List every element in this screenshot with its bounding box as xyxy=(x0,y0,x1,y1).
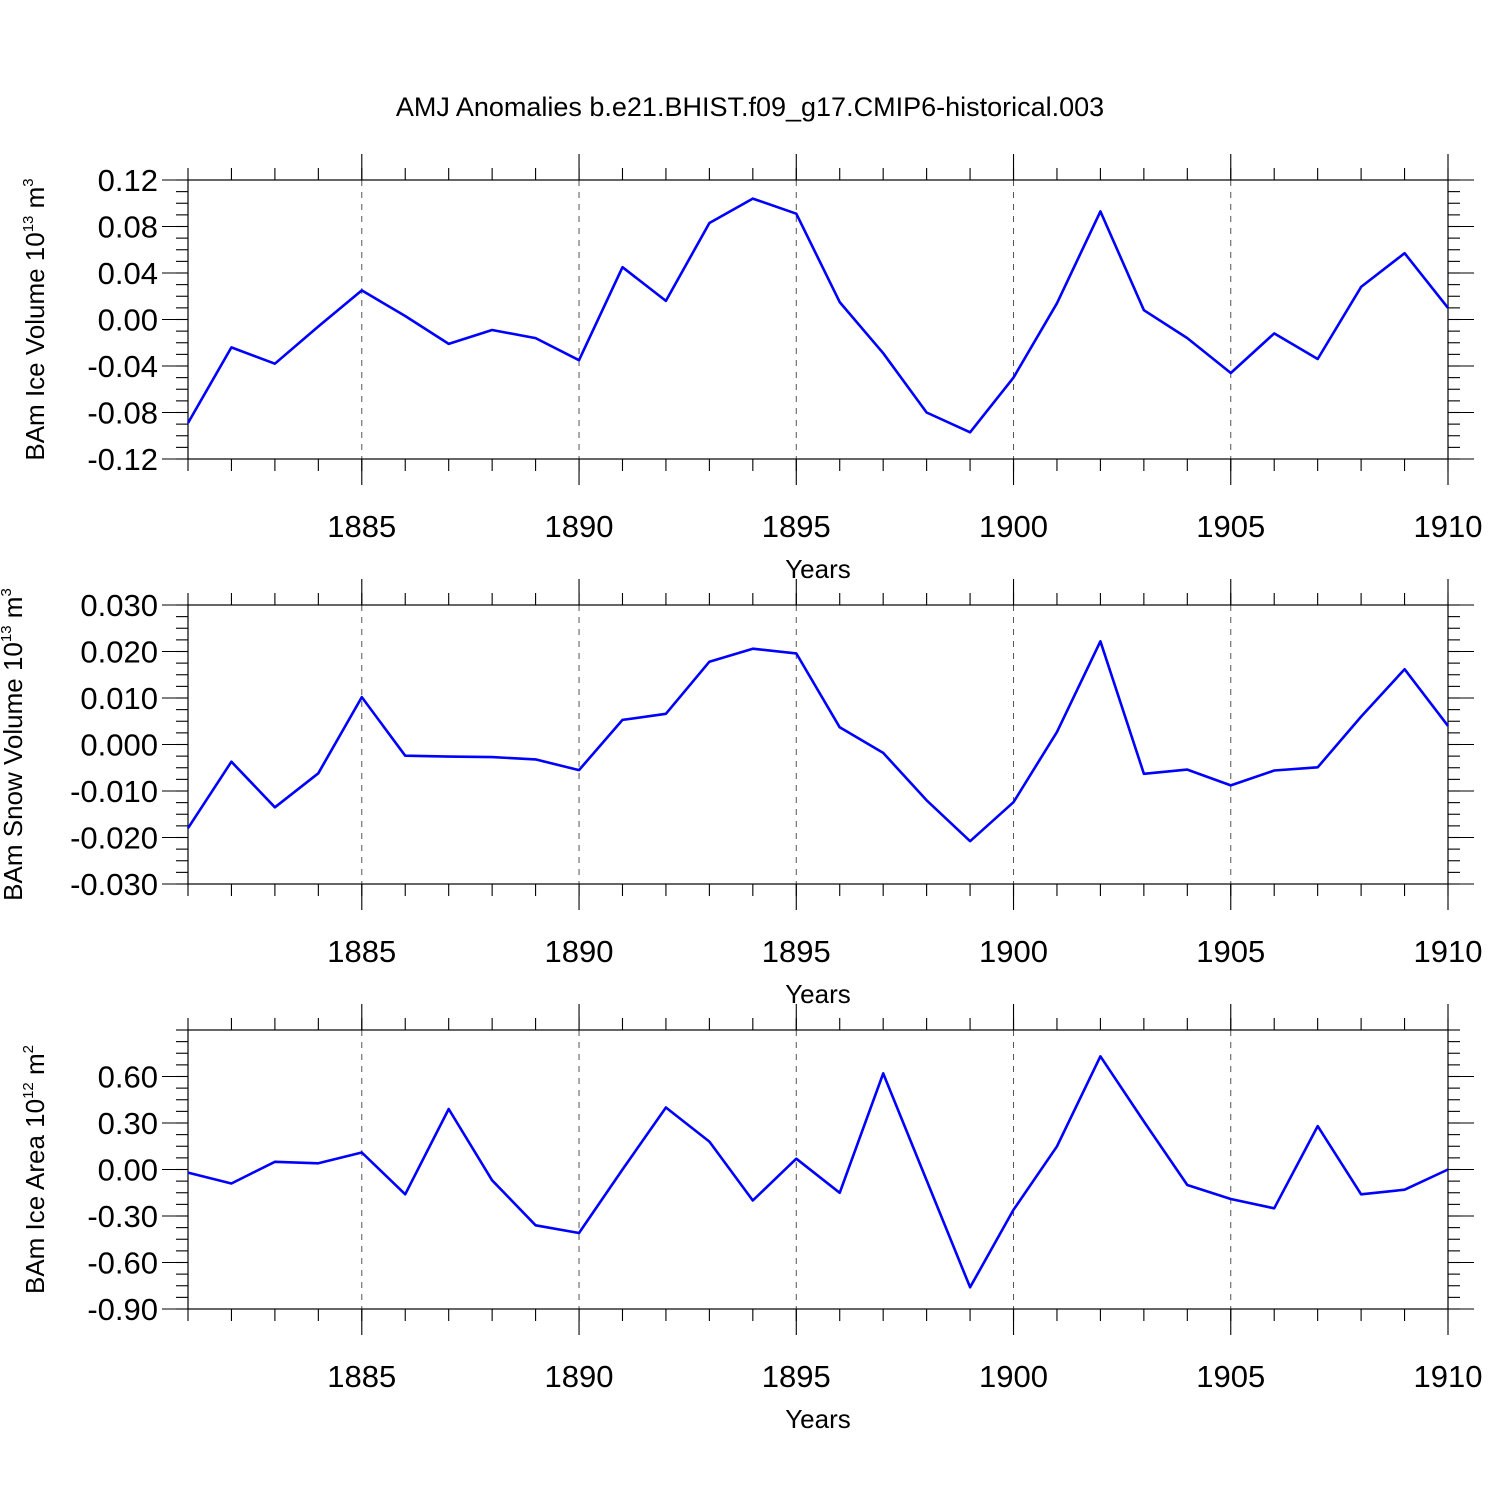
x-tick-label: 1910 xyxy=(1414,934,1483,969)
y-axis-label-superscript: 3 xyxy=(0,588,15,596)
x-axis-label: Years xyxy=(785,979,851,1009)
y-axis-label-superscript: 3 xyxy=(20,178,37,186)
y-tick-label: 0.30 xyxy=(98,1106,158,1141)
x-tick-label: 1890 xyxy=(545,1359,614,1394)
x-tick-label: 1905 xyxy=(1196,509,1265,544)
y-tick-label: 0.000 xyxy=(80,728,158,763)
y-tick-label: 0.08 xyxy=(98,210,158,245)
y-tick-label: 0.00 xyxy=(98,1153,158,1188)
series-line xyxy=(187,1055,1449,1289)
x-tick-label: 1885 xyxy=(327,934,396,969)
x-tick-label: 1890 xyxy=(545,934,614,969)
y-axis-label-text: BAm Ice Area 10 xyxy=(20,1099,50,1294)
x-tick-label: 1890 xyxy=(545,509,614,544)
x-tick-label: 1885 xyxy=(327,1359,396,1394)
x-tick-label: 1910 xyxy=(1414,1359,1483,1394)
series-line xyxy=(186,639,1450,843)
y-axis-label: BAm Snow Volume 1013 m3 xyxy=(0,588,28,901)
chart-panel-2: 1885 1890 1895 1900 1905 1910 -0.030 -0.020 -0.0… xyxy=(0,579,1482,1009)
x-tick-label: 1910 xyxy=(1414,509,1483,544)
x-axis-label: Years xyxy=(785,554,851,584)
x-tick-label: 1885 xyxy=(327,509,396,544)
y-tick-label: 0.60 xyxy=(98,1060,158,1095)
chart-panel-3: 1885 1890 1895 1900 1905 1910 -0.90 -0.60 -0.30 0… xyxy=(20,1004,1482,1434)
x-tick-label: 1895 xyxy=(762,1359,831,1394)
y-tick-label: 0.04 xyxy=(98,256,158,291)
plot-frame xyxy=(187,1029,1449,1310)
y-tick-label: 0.00 xyxy=(98,303,158,338)
y-tick-label: -0.60 xyxy=(87,1246,158,1281)
y-tick-label: -0.030 xyxy=(70,867,158,902)
x-tick-label: 1895 xyxy=(762,934,831,969)
series-line xyxy=(186,197,1450,434)
y-tick-label: 0.020 xyxy=(80,635,158,670)
x-tick-label: 1895 xyxy=(762,509,831,544)
y-axis-label-text: m xyxy=(0,597,28,626)
plot-frame xyxy=(187,179,1449,460)
figure-title: AMJ Anomalies b.e21.BHIST.f09_g17.CMIP6-… xyxy=(396,92,1104,122)
y-tick-label: 0.010 xyxy=(80,681,158,716)
y-axis-label-text: m xyxy=(20,187,50,216)
chart-panels: 1885 1890 1895 1900 1905 1910 -0.12 -0.08 -0.04 0… xyxy=(0,154,1482,1434)
x-tick-label: 1900 xyxy=(979,934,1048,969)
y-axis-label: BAm Ice Area 1012 m2 xyxy=(20,1045,50,1294)
y-tick-label: -0.010 xyxy=(70,774,158,809)
x-tick-label: 1900 xyxy=(979,1359,1048,1394)
y-axis-label-superscript: 12 xyxy=(20,1082,37,1099)
y-axis-label-superscript: 13 xyxy=(0,625,15,642)
y-axis-label-superscript: 13 xyxy=(20,216,37,233)
x-tick-label: 1905 xyxy=(1196,934,1265,969)
y-tick-label: -0.12 xyxy=(87,442,158,477)
y-tick-label: -0.30 xyxy=(87,1199,158,1234)
y-axis-label: BAm Ice Volume 1013 m3 xyxy=(20,178,50,460)
y-tick-label: -0.04 xyxy=(87,349,158,384)
x-axis-label: Years xyxy=(785,1404,851,1434)
plot-frame xyxy=(187,604,1449,885)
chart-panel-1: 1885 1890 1895 1900 1905 1910 -0.12 -0.08 -0.04 0… xyxy=(20,154,1482,584)
y-axis-label-superscript: 2 xyxy=(20,1045,37,1053)
y-axis-label-text: BAm Ice Volume 10 xyxy=(20,232,50,460)
y-tick-label: -0.08 xyxy=(87,396,158,431)
y-axis-label-text: m xyxy=(20,1053,50,1082)
y-tick-label: -0.90 xyxy=(87,1292,158,1327)
y-tick-label: 0.12 xyxy=(98,163,158,198)
x-tick-label: 1900 xyxy=(979,509,1048,544)
y-tick-label: -0.020 xyxy=(70,821,158,856)
y-axis-label-text: BAm Snow Volume 10 xyxy=(0,642,28,901)
x-tick-label: 1905 xyxy=(1196,1359,1265,1394)
y-tick-label: 0.030 xyxy=(80,588,158,623)
